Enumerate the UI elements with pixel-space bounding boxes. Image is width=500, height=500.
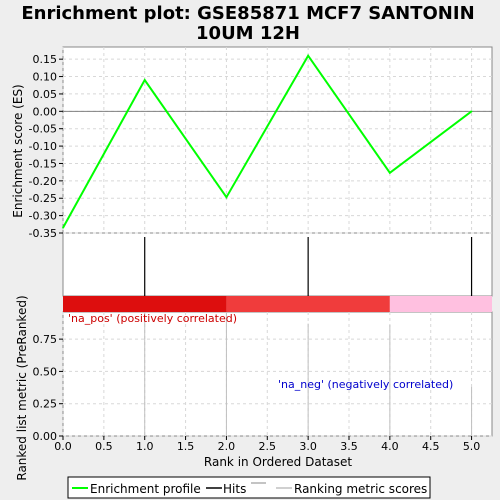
hit-markers (144, 237, 473, 296)
pos-correlated-label: 'na_pos' (positively correlated) (68, 312, 237, 325)
x-tick-label-2: 1.0 (136, 440, 154, 453)
es-y-tick-label-5: -0.10 (29, 140, 57, 153)
enrichment-profile-line (62, 53, 473, 229)
es-y-tick-label-4: -0.05 (29, 123, 57, 136)
x-tick-label-9: 4.5 (422, 440, 440, 453)
x-tick-labels: 0.0 0.5 1.0 1.5 2.0 2.5 3.0 3.5 4.0 4.5 5.0 (54, 436, 480, 453)
x-axis-label: Rank in Ordered Dataset (204, 455, 352, 469)
rank-y-tick-label-0: 0.00 (33, 430, 58, 443)
rank-panel-bg (62, 311, 493, 437)
color-bar-segment-2 (389, 296, 492, 312)
rank-y-tick-label-3: 0.75 (33, 333, 58, 346)
enrichment-profile-point-1 (143, 79, 146, 81)
legend-profile-label: Enrichment profile (90, 482, 201, 496)
es-y-tick-label-6: -0.15 (29, 157, 57, 170)
legend-metric-label: Ranking metric scores (294, 482, 427, 496)
legend-box (67, 476, 431, 499)
enrichment-profile-path (62, 53, 473, 229)
chart-title-line1: Enrichment plot: GSE85871 MCF7 SANTONIN (21, 3, 474, 24)
es-y-axis-label: Enrichment score (ES) (11, 84, 25, 217)
x-tick-label-3: 1.5 (177, 440, 195, 453)
es-panel-bg (62, 46, 493, 234)
x-tick-label-7: 3.5 (340, 440, 358, 453)
rank-y-axis-label: Ranked list metric (PreRanked) (15, 295, 29, 480)
es-y-tick-label-8: -0.25 (29, 192, 57, 205)
es-y-tick-labels: 0.15 0.10 0.05 0.00 -0.05 -0.10 -0.15 -0.20 -0.2… (29, 53, 63, 240)
hits-panel-bg (62, 232, 493, 297)
enrichment-profile-point-0 (62, 226, 64, 229)
rank-y-tick-labels: 0.00 0.25 0.50 0.75 (33, 333, 63, 443)
x-tick-label-10: 5.0 (463, 440, 481, 453)
color-bar-segment-0 (63, 296, 227, 312)
es-y-tick-label-0: 0.15 (33, 53, 58, 66)
x-tick-label-5: 2.5 (259, 440, 277, 453)
es-y-tick-label-7: -0.20 (29, 175, 57, 188)
enrichment-profile-point-2 (225, 196, 228, 198)
es-y-tick-label-10: -0.35 (29, 227, 57, 240)
color-bar-segment-1 (226, 296, 390, 312)
ranking-metric-bars (144, 312, 473, 436)
enrichment-profile-point-5 (470, 110, 473, 113)
es-y-tick-label-3: 0.00 (33, 105, 58, 118)
legend-hits-label: Hits (223, 482, 246, 496)
x-tick-label-8: 4.0 (381, 440, 399, 453)
chart-title-line2: 10UM 12H (196, 23, 300, 44)
neg-correlated-label: 'na_neg' (negatively correlated) (278, 378, 453, 391)
es-y-tick-label-9: -0.30 (29, 210, 57, 223)
rank-y-tick-label-2: 0.50 (33, 365, 58, 378)
es-y-tick-label-1: 0.10 (33, 71, 58, 84)
enrichment-profile-point-3 (307, 54, 309, 57)
x-tick-label-0: 0.0 (54, 440, 72, 453)
x-tick-label-6: 3.0 (299, 440, 317, 453)
rank-y-tick-label-1: 0.25 (33, 398, 58, 411)
es-y-tick-label-2: 0.05 (33, 88, 58, 101)
enrichment-profile-point-4 (389, 172, 391, 174)
x-tick-label-4: 2.0 (218, 440, 236, 453)
x-tick-label-1: 0.5 (95, 440, 113, 453)
rank-color-bar (63, 296, 492, 312)
